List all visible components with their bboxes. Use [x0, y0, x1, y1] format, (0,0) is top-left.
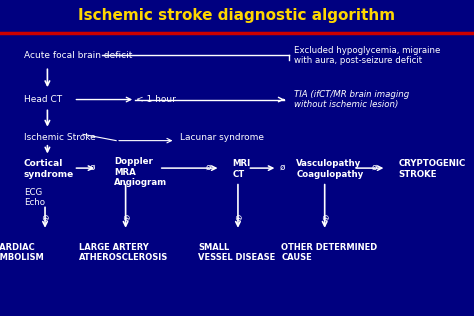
Text: ø: ø [206, 162, 211, 171]
Text: Head CT: Head CT [24, 95, 62, 104]
Text: ⊕: ⊕ [41, 214, 49, 222]
Text: Cortical
syndrome: Cortical syndrome [24, 159, 74, 179]
Text: SMALL
VESSEL DISEASE: SMALL VESSEL DISEASE [199, 243, 275, 263]
Text: ECG
Echo: ECG Echo [24, 188, 45, 207]
Text: Ischemic stroke diagnostic algorithm: Ischemic stroke diagnostic algorithm [78, 8, 396, 23]
Bar [0, 0, 474, 33]
Text: Vasculopathy
Coagulopathy: Vasculopathy Coagulopathy [296, 159, 364, 179]
Text: ø: ø [372, 162, 377, 171]
Text: Doppler
MRA
Angiogram: Doppler MRA Angiogram [114, 157, 167, 187]
Text: OTHER DETERMINED
CAUSE: OTHER DETERMINED CAUSE [281, 243, 378, 263]
Text: ⊕: ⊕ [234, 214, 242, 222]
Text: Ischemic Stroke: Ischemic Stroke [24, 133, 95, 142]
Text: ⊕: ⊕ [122, 214, 129, 222]
Text: Excluded hypoglycemia, migraine
with aura, post-seizure deficit: Excluded hypoglycemia, migraine with aur… [294, 46, 440, 65]
Text: CARDIAC
EMBOLISM: CARDIAC EMBOLISM [0, 243, 44, 263]
Text: ø: ø [90, 162, 95, 171]
Text: < 1 hour: < 1 hour [137, 95, 176, 104]
Text: ø: ø [279, 162, 285, 171]
Text: LARGE ARTERY
ATHEROSCLEROSIS: LARGE ARTERY ATHEROSCLEROSIS [79, 243, 168, 263]
Text: ⊕: ⊕ [321, 214, 328, 222]
Text: Lacunar syndrome: Lacunar syndrome [180, 133, 264, 142]
Text: MRI
CT: MRI CT [232, 159, 251, 179]
Text: CRYPTOGENIC
STROKE: CRYPTOGENIC STROKE [398, 159, 465, 179]
Text: TIA (ifCT/MR brain imaging
without ischemic lesion): TIA (ifCT/MR brain imaging without ische… [294, 90, 409, 109]
Text: Acute focal brain deficit: Acute focal brain deficit [24, 51, 132, 60]
